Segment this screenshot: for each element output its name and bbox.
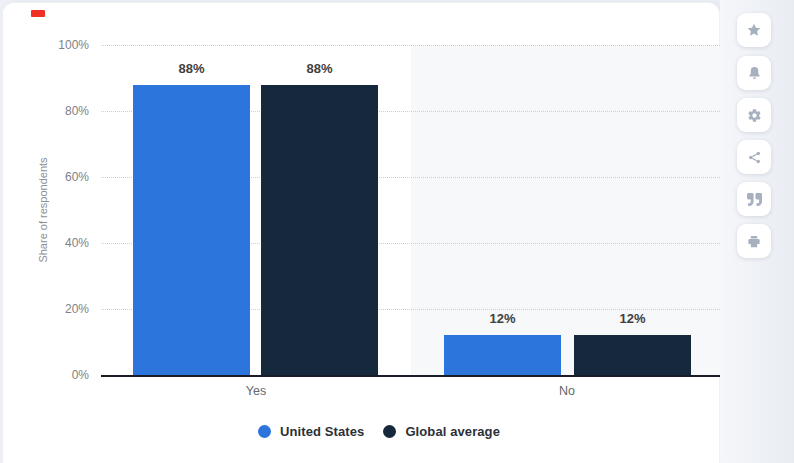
bar-no-global-average[interactable]: 12% [574,45,691,375]
y-tick-40: 40% [9,236,89,250]
y-tick-80: 80% [9,104,89,118]
gear-icon [747,108,762,123]
red-marker [31,10,45,17]
quote-icon [747,192,762,207]
legend-item-united-states[interactable]: United States [258,424,364,439]
x-axis-line [101,375,722,377]
bar-value-label: 88% [261,61,378,76]
legend-label: United States [280,424,364,439]
bar-value-label: 88% [133,61,250,76]
y-tick-20: 20% [9,302,89,316]
x-category-yes: Yes [196,384,316,398]
bell-icon [747,65,762,81]
y-tick-100: 100% [9,38,89,52]
cite-button[interactable] [737,182,771,216]
bar[interactable] [133,85,250,375]
plot-area: 88% 88% 12% 12% [101,45,722,375]
bar-yes-united-states[interactable]: 88% [133,45,250,375]
settings-button[interactable] [737,98,771,132]
legend: United States Global average [258,424,500,439]
statista-chart-page: Share of respondents 100% 80% 60% 40% 20… [0,0,794,463]
chart-card: Share of respondents 100% 80% 60% 40% 20… [2,2,720,463]
legend-label: Global average [405,424,500,439]
bar[interactable] [261,85,378,375]
y-tick-60: 60% [9,170,89,184]
share-button[interactable] [737,140,771,174]
action-rail [720,0,794,463]
bar-no-united-states[interactable]: 12% [444,45,561,375]
x-category-no: No [507,384,627,398]
bar-value-label: 12% [574,311,691,326]
star-icon [746,22,762,38]
notification-button[interactable] [737,56,771,90]
legend-item-global-average[interactable]: Global average [383,424,500,439]
bar-value-label: 12% [444,311,561,326]
bar[interactable] [444,335,561,375]
legend-dot-global-average [383,425,396,438]
share-icon [747,150,762,165]
bar-yes-global-average[interactable]: 88% [261,45,378,375]
y-tick-0: 0% [9,368,89,382]
legend-dot-united-states [258,425,271,438]
print-button[interactable] [737,224,771,258]
print-icon [746,234,762,249]
bar[interactable] [574,335,691,375]
favorite-button[interactable] [737,13,771,47]
